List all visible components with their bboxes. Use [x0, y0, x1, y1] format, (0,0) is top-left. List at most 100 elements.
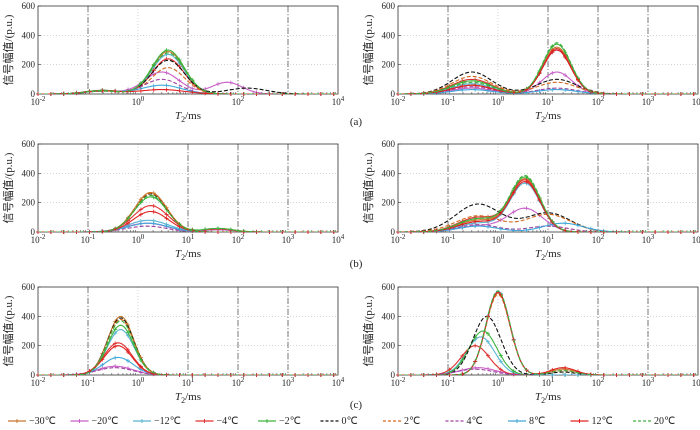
series-marker	[126, 216, 130, 221]
legend-marker	[15, 419, 19, 423]
x-tick-label: 102	[592, 233, 605, 245]
y-axis-label: 信号幅值/(p.u.)	[2, 295, 15, 366]
series-marker	[473, 343, 478, 348]
series-marker	[164, 224, 169, 229]
y-tick-label: 600	[22, 139, 36, 149]
series-marker	[486, 218, 490, 223]
x-tick-label: 101	[182, 233, 195, 245]
series-marker	[460, 84, 465, 89]
series-marker	[537, 88, 542, 93]
legend-label: −12℃	[154, 416, 181, 427]
y-tick-label: 0	[31, 227, 36, 237]
series-marker	[498, 359, 503, 364]
x-tick-label: 100	[132, 95, 145, 107]
series-marker	[563, 373, 568, 377]
legend-marker	[202, 419, 207, 423]
series-marker	[164, 216, 169, 221]
legend-label: 0℃	[342, 416, 358, 427]
series-line-−30℃	[398, 292, 698, 375]
series-marker	[164, 212, 169, 217]
x-tick-label: 100	[492, 95, 505, 107]
series-line-20℃	[398, 290, 698, 375]
series-marker	[576, 373, 580, 377]
series-line-−2℃	[38, 196, 338, 232]
legend-label: −20℃	[92, 416, 119, 427]
y-tick-label: 0	[391, 370, 396, 380]
y-axis-label: 信号幅值/(p.u.)	[362, 14, 375, 85]
series-marker	[550, 372, 555, 377]
legend-item: 8℃	[508, 416, 545, 427]
series-marker	[473, 219, 478, 224]
x-tick-label: 10-1	[441, 95, 456, 107]
series-marker	[460, 88, 465, 93]
series-marker	[113, 364, 118, 369]
y-axis-label: 信号幅值/(p.u.)	[2, 14, 15, 85]
chart-panel-a-right: 0 200 400 600 10-2 10-1 100 101 102 103 104 信号幅值/(p…	[362, 1, 700, 124]
legend-item: −20℃	[70, 416, 119, 427]
series-marker	[550, 50, 555, 55]
x-tick-label: 102	[232, 95, 245, 107]
x-tick-label: 102	[232, 233, 245, 245]
legend-label: 8℃	[529, 416, 545, 427]
y-tick-label: 400	[382, 168, 396, 178]
series-marker	[524, 206, 529, 211]
y-tick-label: 200	[382, 60, 396, 70]
legend-item: 20℃	[633, 416, 675, 427]
series-marker	[486, 353, 490, 358]
series-line-20℃	[398, 42, 698, 94]
series-marker	[151, 195, 156, 200]
x-axis-label: T2/ms	[175, 110, 201, 124]
chart-panel-c-right: 0 200 400 600 10-2 10-1 100 101 102 103 104 信号幅值/(p…	[362, 282, 700, 405]
series-marker	[563, 55, 568, 60]
series-marker	[216, 226, 220, 231]
legend-marker	[77, 419, 82, 423]
series-marker	[113, 327, 118, 332]
series-marker	[164, 83, 169, 88]
axes-frame	[397, 5, 699, 95]
series-marker	[473, 87, 478, 92]
legend-marker	[140, 419, 144, 423]
series-marker	[473, 224, 478, 229]
x-tick-label: 104	[332, 95, 345, 107]
series-marker	[537, 225, 542, 230]
series-marker	[473, 365, 478, 370]
y-tick-label: 400	[382, 311, 396, 321]
series-marker	[228, 80, 233, 85]
x-tick-label: 103	[282, 376, 295, 388]
y-axis-label: 信号幅值/(p.u.)	[2, 152, 15, 223]
x-tick-label: 10-1	[81, 233, 96, 245]
series-marker	[486, 339, 490, 344]
chart-panel-b-right: 0 200 400 600 10-2 10-1 100 101 102 103 104 信号幅值/(p…	[362, 139, 700, 262]
chart-panel-a-left: 0 200 400 600 10-2 100 102 104 信号幅值/(p.u.) T2/ms	[2, 1, 345, 124]
legend: −30℃ −20℃ −12℃ −4℃ −2℃ 0℃ 2℃ 4℃ 8℃ 12℃ 20℃	[8, 416, 675, 427]
series-marker	[588, 226, 593, 231]
x-tick-label: 103	[642, 95, 655, 107]
series-marker	[563, 365, 568, 370]
series-marker	[177, 88, 182, 93]
series-marker	[164, 87, 169, 92]
x-tick-label: 10-2	[31, 95, 46, 107]
y-tick-label: 0	[391, 227, 396, 237]
x-tick-label: 100	[132, 376, 145, 388]
x-tick-label: 10-2	[391, 376, 406, 388]
axes-frame	[37, 143, 339, 233]
series-marker	[151, 83, 156, 88]
chart-panel-b-left: 0 200 400 600 10-2 10-1 100 101 102 103 104 信号幅值/(p…	[2, 139, 345, 262]
series-marker	[447, 87, 452, 92]
series-marker	[550, 367, 555, 372]
series-line-4℃	[398, 368, 698, 375]
series-marker	[498, 226, 503, 231]
series-marker	[447, 226, 452, 231]
y-tick-label: 400	[22, 30, 36, 40]
series-marker	[138, 221, 143, 226]
series-marker	[190, 90, 195, 95]
series-marker	[486, 224, 490, 229]
legend-marker	[265, 419, 269, 423]
x-tick-label: 104	[332, 376, 345, 388]
y-tick-label: 600	[382, 282, 396, 292]
axes-frame	[397, 143, 699, 233]
series-marker	[498, 353, 503, 358]
series-marker	[164, 48, 169, 53]
chart-panel-c-left: 0 200 400 600 10-2 10-1 100 101 102 103 104 信号幅值/(p…	[2, 282, 345, 405]
x-tick-label: 10-2	[391, 95, 406, 107]
